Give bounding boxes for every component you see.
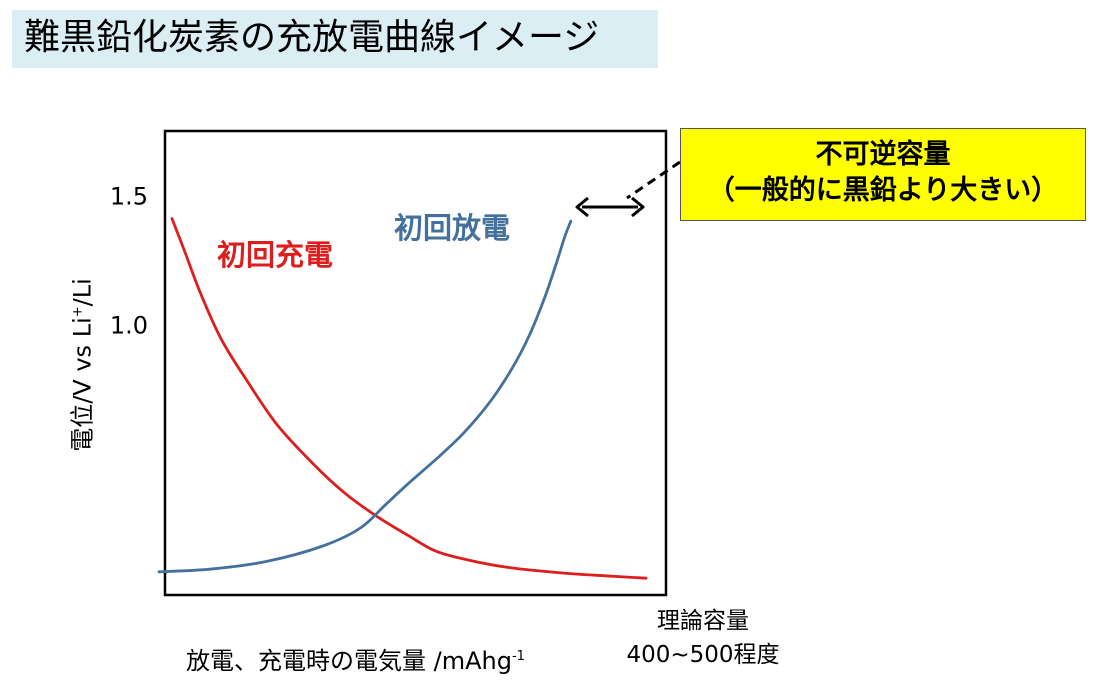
- y-tick-label: 1.0: [110, 311, 148, 339]
- charge-label: 初回充電: [217, 238, 333, 272]
- x-axis-label: 放電、充電時の電気量 /mAhg-1: [186, 641, 525, 676]
- arrowhead-right: [631, 196, 645, 218]
- y-axis-label-sup: +: [70, 306, 86, 318]
- charge-curve: [170, 217, 648, 580]
- y-axis-label: 電位/V vs Li+/Li: [63, 278, 98, 452]
- x-axis-label-sup: -1: [511, 649, 525, 664]
- discharge-curve: [157, 219, 573, 574]
- x-axis-label-main: 放電、充電時の電気量 /mAhg: [186, 647, 512, 675]
- callout-note: （一般的に黒鉛より大きい）: [707, 175, 1059, 206]
- y-axis-label-main: 電位/V vs Li: [68, 317, 97, 452]
- callout-leader-line: [626, 160, 681, 200]
- y-axis-label-tail: /Li: [68, 278, 97, 307]
- y-tick-label: 1.5: [110, 182, 148, 210]
- arrowhead-left: [575, 196, 589, 218]
- plot-frame: [163, 129, 668, 597]
- theoretical-capacity-value: 400~500程度: [626, 642, 780, 668]
- theoretical-capacity-label: 理論容量: [657, 608, 749, 634]
- theoretical-capacity-note: 理論容量 400~500程度: [614, 604, 792, 672]
- callout-title: 不可逆容量: [815, 139, 951, 170]
- irreversible-capacity-callout: 不可逆容量 （一般的に黒鉛より大きい）: [680, 128, 1086, 221]
- discharge-label: 初回放電: [394, 211, 510, 245]
- slide-title: 難黒鉛化炭素の充放電曲線イメージ: [12, 10, 658, 68]
